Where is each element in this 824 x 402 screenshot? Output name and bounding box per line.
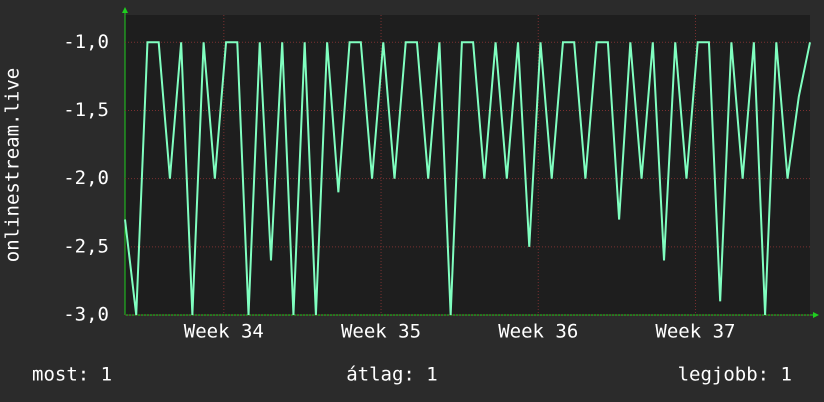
x-tick-label: Week 35 <box>341 321 421 343</box>
x-tick-label: Week 37 <box>655 321 735 343</box>
stat-average: átlag: 1 <box>346 364 438 386</box>
stat-max: legjobb: 1 <box>678 364 792 386</box>
series-line <box>124 41 811 316</box>
x-tick-label: Week 34 <box>184 321 264 343</box>
y-arrow <box>122 7 128 13</box>
x-arrow <box>813 312 819 318</box>
y-tick-label: -2,0 <box>63 167 109 189</box>
y-tick-label: -1,5 <box>63 99 109 121</box>
y-tick-label: -1,0 <box>63 31 109 53</box>
stat-current: most: 1 <box>32 364 112 386</box>
y-axis-label: onlinestream.live <box>2 68 24 262</box>
x-tick-label: Week 36 <box>498 321 578 343</box>
y-tick-label: -2,5 <box>63 235 109 257</box>
y-tick-label: -3,0 <box>63 304 109 326</box>
plot-area <box>125 15 810 315</box>
